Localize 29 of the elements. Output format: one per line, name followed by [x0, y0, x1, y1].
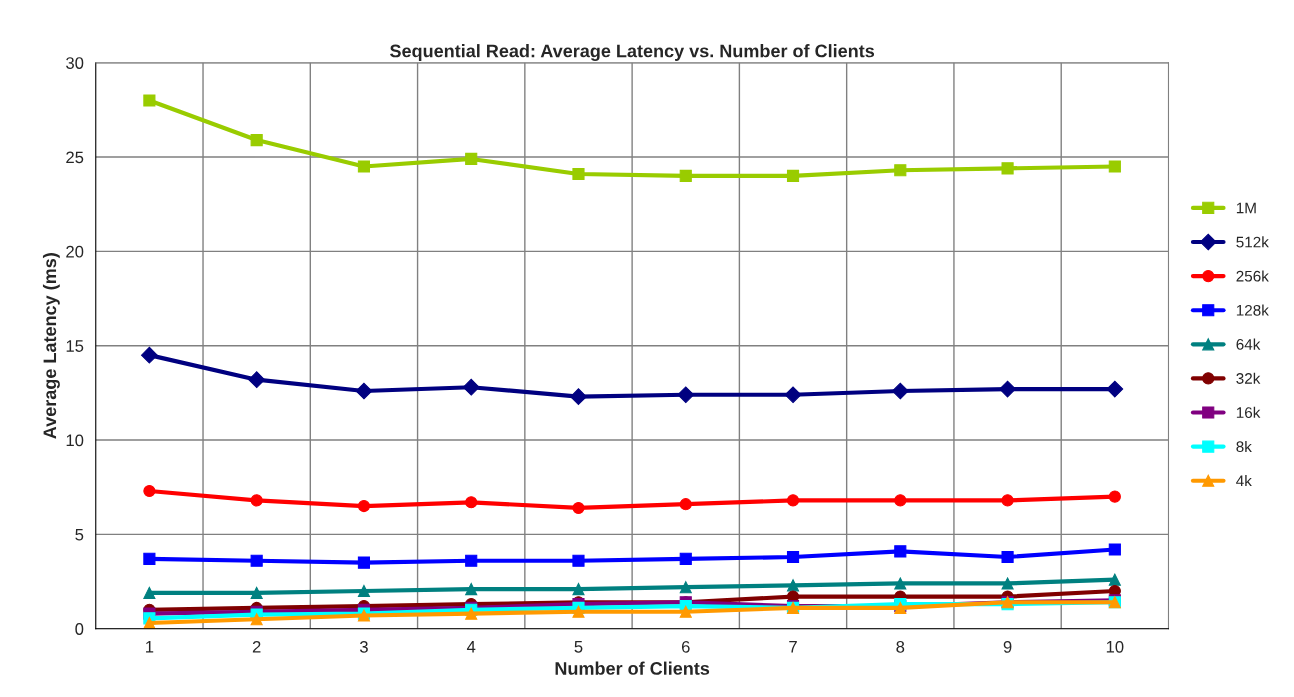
- y-tick-label: 25: [66, 151, 84, 164]
- x-tick-label: 7: [789, 641, 797, 653]
- x-tick-label: 6: [681, 640, 690, 653]
- legend-label: 16k: [1236, 406, 1261, 419]
- y-tick-label: 5: [75, 528, 84, 541]
- y-axis-title: Average Latency (ms): [42, 253, 60, 439]
- legend-label: 1M: [1236, 202, 1256, 214]
- x-tick-label: 2: [252, 640, 261, 653]
- legend-label: 256k: [1236, 270, 1269, 282]
- legend-label: 512k: [1236, 236, 1269, 248]
- x-tick-label: 1: [146, 641, 154, 653]
- x-axis-title: Number of Clients: [555, 661, 710, 675]
- x-tick-label: 5: [574, 641, 583, 653]
- legend-label: 8k: [1236, 440, 1252, 453]
- x-tick-label: 3: [359, 640, 368, 653]
- y-tick-label: 15: [66, 340, 84, 352]
- legend-label: 4k: [1236, 475, 1252, 487]
- legend-label: 64k: [1236, 338, 1261, 350]
- legend-label: 128k: [1236, 304, 1269, 316]
- x-tick-label: 8: [896, 640, 905, 653]
- legend-label: 32k: [1236, 372, 1261, 384]
- y-tick-label: 30: [66, 57, 84, 69]
- y-tick-label: 10: [66, 434, 84, 447]
- x-tick-label: 10: [1106, 640, 1124, 653]
- x-tick-label: 4: [466, 641, 476, 653]
- y-tick-label: 20: [66, 245, 84, 258]
- x-tick-label: 9: [1003, 640, 1012, 653]
- chart-title: Sequential Read: Average Latency vs. Number of Clients: [390, 44, 875, 61]
- y-tick-label: 0: [75, 623, 84, 635]
